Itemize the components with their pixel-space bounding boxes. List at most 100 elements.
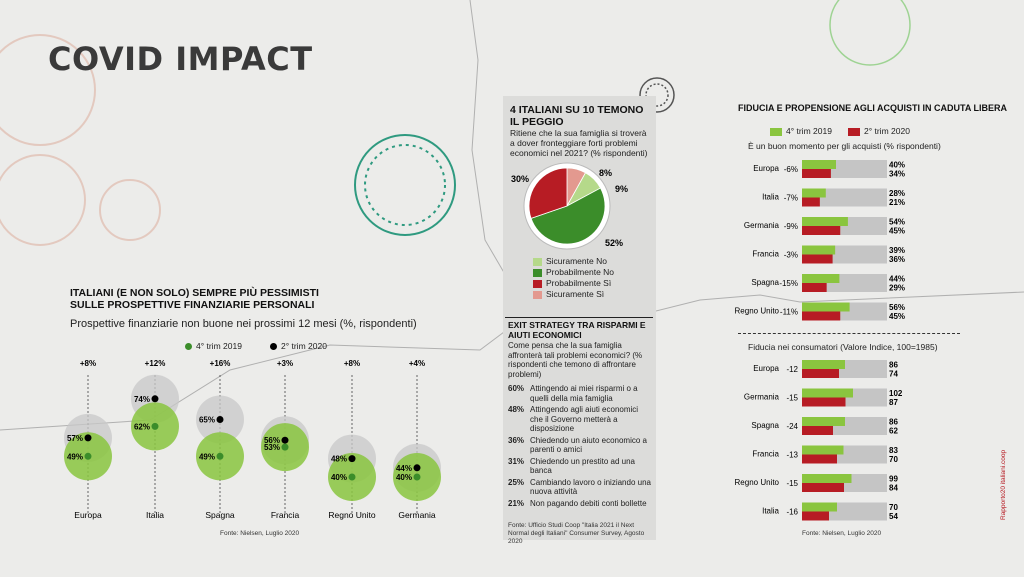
bar-2019 bbox=[802, 360, 845, 369]
right-legend-2020: 2° trim 2020 bbox=[848, 126, 910, 136]
label-2020: 48% bbox=[331, 455, 347, 464]
label-2019: 62% bbox=[134, 422, 150, 431]
value-2019: 83 bbox=[889, 446, 898, 455]
pie-label: 30% bbox=[511, 174, 529, 184]
label-2020: 65% bbox=[199, 416, 215, 425]
bar-2019 bbox=[802, 160, 836, 169]
value-2019: 102 bbox=[889, 389, 903, 398]
category-label: Europa bbox=[753, 164, 779, 173]
bar-2019 bbox=[802, 303, 850, 312]
right-sub1: È un buon momento per gli acquisti (% ri… bbox=[748, 141, 941, 151]
bar-2019 bbox=[802, 274, 839, 283]
delta-label: -13 bbox=[786, 451, 798, 460]
value-2020: 36% bbox=[889, 255, 905, 264]
value-2019: 70 bbox=[889, 503, 898, 512]
bar-2019 bbox=[802, 389, 853, 398]
delta-label: -9% bbox=[784, 222, 798, 231]
marker-2019 bbox=[217, 453, 224, 460]
virus-icon bbox=[355, 135, 455, 235]
delta-label: +16% bbox=[210, 359, 231, 368]
exit-list: 60% Attingendo ai miei risparmi o a quell… bbox=[508, 384, 653, 510]
category-label: Italia bbox=[762, 507, 779, 516]
divider bbox=[738, 333, 960, 334]
left-heading: ITALIANI (E NON SOLO) SEMPRE PIÙ PESSIMI… bbox=[70, 287, 330, 311]
delta-label: -7% bbox=[784, 194, 798, 203]
marker-2020 bbox=[217, 416, 224, 423]
label-2020: 44% bbox=[396, 464, 412, 473]
divider bbox=[505, 317, 653, 318]
right-legend-2019: 4° trim 2019 bbox=[770, 126, 832, 136]
exit-list-item: 25% Cambiando lavoro o iniziando una nuov… bbox=[508, 478, 653, 497]
marker-2019 bbox=[349, 474, 356, 481]
category-label: Europa bbox=[74, 510, 102, 520]
bar-2019 bbox=[802, 246, 835, 255]
bar-2020 bbox=[802, 426, 833, 435]
bar-2019 bbox=[802, 474, 852, 483]
label-2019: 49% bbox=[67, 452, 83, 461]
category-label: Germania bbox=[398, 510, 436, 520]
exit-list-item: 48% Attingendo agli aiuti economici che i… bbox=[508, 405, 653, 434]
label-2019: 49% bbox=[199, 452, 215, 461]
side-credit: Rapporto20 italiani.coop bbox=[1000, 450, 1008, 520]
value-2019: 54% bbox=[889, 218, 905, 227]
value-2019: 86 bbox=[889, 418, 898, 427]
bar-2020 bbox=[802, 455, 837, 464]
label-2019: 53% bbox=[264, 443, 280, 452]
category-label: Francia bbox=[752, 450, 779, 459]
pie-legend: Sicuramente No Probabilmente No Probabilme… bbox=[533, 256, 653, 300]
marker-2020 bbox=[85, 434, 92, 441]
value-2020: 45% bbox=[889, 227, 905, 236]
category-label: Europa bbox=[753, 364, 779, 373]
pie-legend-item: Sicuramente Sì bbox=[533, 289, 653, 300]
exit-list-item: 60% Attingendo ai miei risparmi o a quell… bbox=[508, 384, 653, 403]
label-2019: 40% bbox=[396, 473, 412, 482]
left-subtitle: Prospettive finanziarie non buone nei pr… bbox=[70, 318, 417, 330]
value-2019: 56% bbox=[889, 303, 905, 312]
bar-2020 bbox=[802, 169, 831, 178]
value-2020: 29% bbox=[889, 284, 905, 293]
value-2020: 45% bbox=[889, 312, 905, 321]
marker-2020 bbox=[414, 464, 421, 471]
delta-label: -12 bbox=[786, 365, 798, 374]
category-label: Regno Unito bbox=[735, 478, 780, 487]
exit-list-item: 36% Chiedendo un aiuto economico a parent… bbox=[508, 436, 653, 455]
right-source: Fonte: Nielsen, Luglio 2020 bbox=[802, 530, 881, 538]
bar-2020 bbox=[802, 283, 827, 292]
exit-list-item: 21% Non pagando debiti conti bollette bbox=[508, 499, 653, 509]
delta-label: +3% bbox=[277, 359, 293, 368]
pie-legend-item: Probabilmente No bbox=[533, 267, 653, 278]
value-2019: 28% bbox=[889, 189, 905, 198]
delta-label: +4% bbox=[409, 359, 425, 368]
category-label: Germania bbox=[744, 393, 780, 402]
category-label: Germania bbox=[744, 221, 780, 230]
marker-2020 bbox=[282, 437, 289, 444]
pie-label: 52% bbox=[605, 238, 623, 248]
delta-label: -15% bbox=[779, 279, 798, 288]
value-2020: 21% bbox=[889, 198, 905, 207]
category-label: Regno Unito bbox=[328, 510, 376, 520]
bar-2020 bbox=[802, 398, 846, 407]
category-label: Spagna bbox=[205, 510, 235, 520]
bar-2019 bbox=[802, 446, 844, 455]
bar-2019 bbox=[802, 503, 837, 512]
bar-2020 bbox=[802, 369, 839, 378]
middle-source: Fonte: Ufficio Studi Coop "Italia 2021 i… bbox=[508, 522, 653, 546]
delta-label: -24 bbox=[786, 422, 798, 431]
value-2020: 34% bbox=[889, 170, 905, 179]
delta-label: -3% bbox=[784, 251, 798, 260]
right-heading: FIDUCIA E PROPENSIONE AGLI ACQUISTI IN C… bbox=[738, 102, 1007, 114]
bar-2020 bbox=[802, 512, 829, 521]
marker-2020 bbox=[152, 395, 159, 402]
bar-2020 bbox=[802, 255, 833, 264]
marker-2019 bbox=[85, 453, 92, 460]
bar-2020 bbox=[802, 226, 840, 235]
exit-question: Come pensa che la sua famiglia affronter… bbox=[508, 341, 653, 379]
pie-legend-item: Probabilmente Sì bbox=[533, 278, 653, 289]
marker-2020 bbox=[349, 455, 356, 462]
pie-label: 8% bbox=[599, 168, 612, 178]
value-2019: 44% bbox=[889, 275, 905, 284]
category-label: Italia bbox=[146, 510, 164, 520]
delta-label: -15 bbox=[786, 479, 798, 488]
bar-2020 bbox=[802, 198, 820, 207]
